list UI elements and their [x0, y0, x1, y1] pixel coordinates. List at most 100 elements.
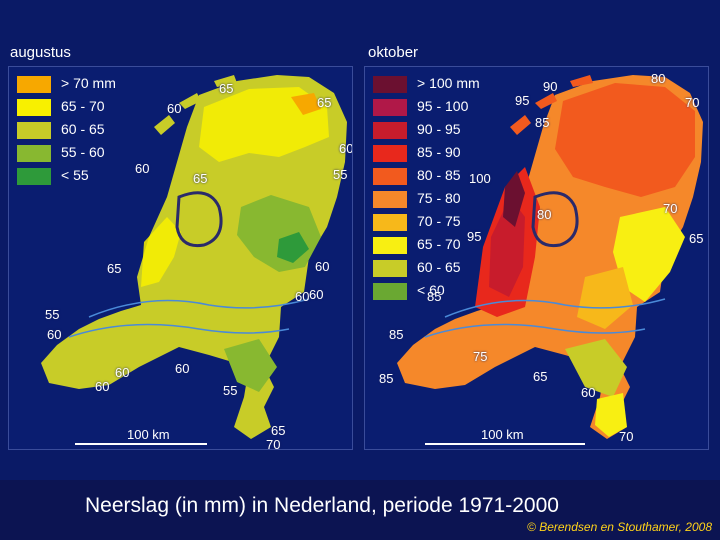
map-value: 90 — [543, 79, 558, 94]
figure: augustus > 70 mm — [0, 0, 720, 480]
legend-label: 70 - 75 — [417, 213, 461, 229]
legend-label: > 70 mm — [61, 75, 116, 91]
legend-swatch — [17, 122, 51, 139]
river-oktober-2 — [424, 323, 646, 338]
legend-swatch — [17, 145, 51, 162]
zone-oktober-8 — [595, 393, 627, 437]
map-value: 65 — [689, 231, 704, 246]
map-value: 60 — [135, 161, 150, 176]
map-value: 55 — [223, 383, 238, 398]
zone-augustus-2 — [141, 217, 181, 287]
legend-swatch — [373, 76, 407, 93]
legend-label: 90 - 95 — [417, 121, 461, 137]
lake-oktober — [531, 191, 579, 248]
legend-label: 85 - 90 — [417, 144, 461, 160]
legend-label: > 100 mm — [417, 75, 480, 91]
map-augustus: > 70 mm 65 - 70 60 - 65 55 - 60 < 55 — [8, 66, 353, 450]
zone-oktober-4 — [503, 171, 525, 227]
legend-swatch — [373, 214, 407, 231]
map-value: 60 — [167, 101, 182, 116]
map-augustus-graphic — [41, 75, 347, 439]
map-value: 80 — [537, 207, 552, 222]
zone-augustus-6 — [291, 93, 321, 115]
legend-label: < 55 — [61, 167, 89, 183]
legend-swatch — [373, 168, 407, 185]
scale-bar — [75, 443, 207, 445]
legend-label: 80 - 85 — [417, 167, 461, 183]
legend-label: 60 - 65 — [61, 121, 105, 137]
map-value: 85 — [427, 289, 442, 304]
map-value: 65 — [219, 81, 234, 96]
map-value: 70 — [266, 437, 281, 450]
legend-swatch — [17, 168, 51, 185]
legend-label: 65 - 70 — [61, 98, 105, 114]
legend-swatch — [17, 76, 51, 93]
map-value: 60 — [339, 141, 353, 156]
legend-label: 95 - 100 — [417, 98, 469, 114]
zone-oktober-6 — [565, 339, 627, 397]
map-value: 55 — [45, 307, 60, 322]
river-augustus — [88, 298, 310, 318]
map-value: 65 — [533, 369, 548, 384]
map-value: 85 — [389, 327, 404, 342]
map-value: 65 — [193, 171, 208, 186]
map-value: 60 — [581, 385, 596, 400]
map-value: 60 — [115, 365, 130, 380]
map-value: 95 — [467, 229, 482, 244]
map-oktober: > 100 mm 95 - 100 90 - 95 85 - 90 80 - 8… — [364, 66, 709, 450]
land-augustus — [41, 75, 347, 439]
map-value: 60 — [315, 259, 330, 274]
legend-label: < 60 — [417, 282, 445, 298]
legend-swatch — [373, 191, 407, 208]
legend-swatch — [373, 145, 407, 162]
legend-swatch — [373, 99, 407, 116]
zone-oktober-1 — [555, 83, 695, 197]
zone-augustus-4 — [277, 232, 309, 263]
river-augustus-2 — [68, 323, 290, 338]
legend-label: 60 - 65 — [417, 259, 461, 275]
map-value: 95 — [515, 93, 530, 108]
map-value: 70 — [663, 201, 678, 216]
map-oktober-graphic — [397, 75, 703, 439]
legend-swatch — [373, 122, 407, 139]
islands-augustus — [154, 75, 237, 135]
map-value: 65 — [271, 423, 286, 438]
map-value: 60 — [95, 379, 110, 394]
slide-caption: Neerslag (in mm) in Nederland, periode 1… — [85, 494, 559, 517]
map-value: 80 — [651, 71, 666, 86]
map-value: 70 — [619, 429, 634, 444]
legend-swatch — [17, 99, 51, 116]
map-value: 60 — [295, 289, 310, 304]
map-value: 60 — [47, 327, 62, 342]
map-value: 100 — [469, 171, 491, 186]
map-value: 55 — [333, 167, 348, 182]
legend-swatch — [373, 237, 407, 254]
legend-label: 65 - 70 — [417, 236, 461, 252]
map-value: 75 — [473, 349, 488, 364]
islands-oktober — [510, 75, 593, 135]
legend-swatch — [373, 260, 407, 277]
legend-swatch — [373, 283, 407, 300]
legend-label: 55 - 60 — [61, 144, 105, 160]
scale-bar — [425, 443, 585, 445]
zone-augustus-1 — [199, 87, 329, 162]
map-value: 85 — [535, 115, 550, 130]
zone-augustus-5 — [224, 339, 277, 392]
map-value: 60 — [175, 361, 190, 376]
map-title-augustus: augustus — [10, 44, 71, 61]
zone-oktober-7 — [577, 267, 633, 329]
map-title-oktober: oktober — [368, 44, 419, 61]
river-oktober — [444, 298, 666, 318]
legend-label: 75 - 80 — [417, 190, 461, 206]
map-value: 60 — [309, 287, 324, 302]
zone-oktober-5 — [613, 207, 685, 302]
map-value: 65 — [107, 261, 122, 276]
scale-label: 100 km — [127, 427, 170, 442]
map-value: 65 — [317, 95, 332, 110]
map-value: 85 — [379, 371, 394, 386]
lake-augustus — [175, 191, 223, 248]
map-value: 70 — [685, 95, 700, 110]
copyright-credit: © Berendsen en Stouthamer, 2008 — [527, 520, 712, 534]
scale-label: 100 km — [481, 427, 524, 442]
